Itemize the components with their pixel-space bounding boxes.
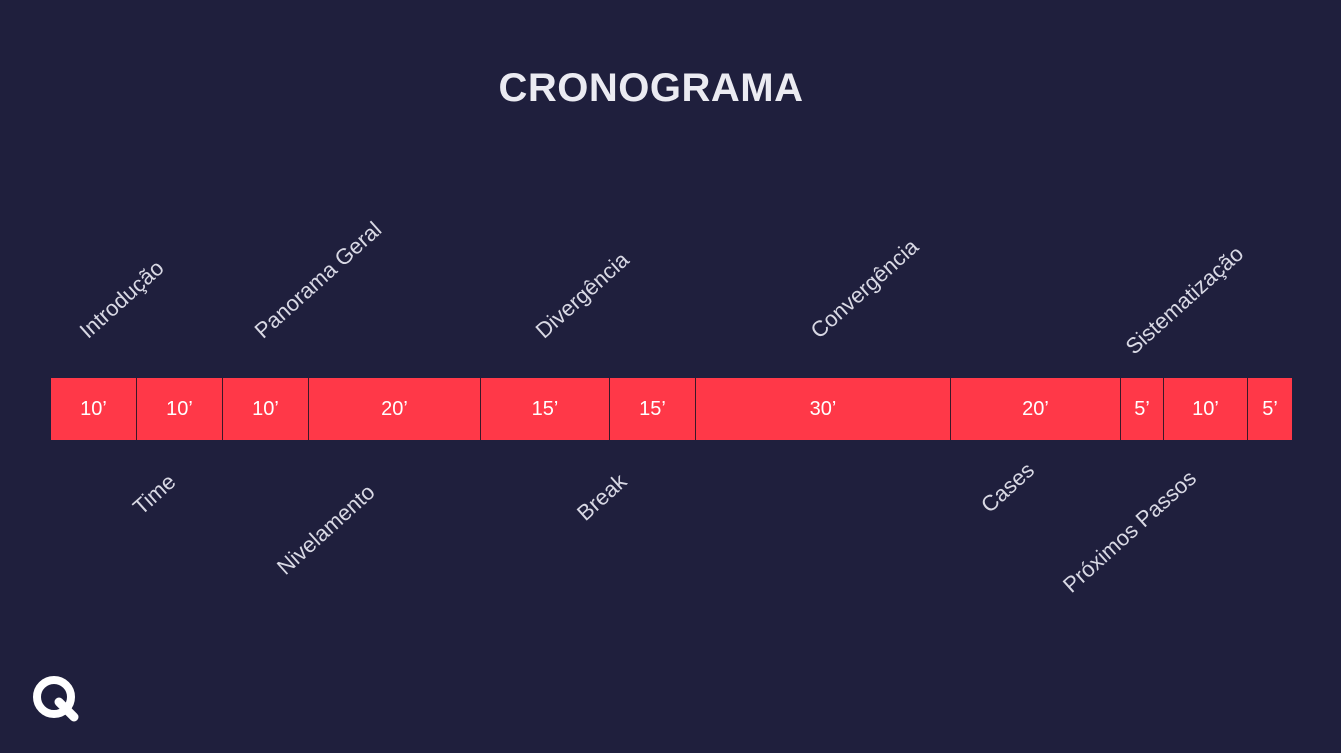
timeline-segment: 10’ [1164, 378, 1248, 440]
activity-label-proximos-passos: Próximos Passos [1058, 465, 1202, 598]
timeline-segment: 15’ [610, 378, 696, 440]
activity-label-introducao: Introdução [74, 255, 169, 344]
activity-label-cases: Cases [976, 457, 1040, 518]
timeline-segment: 20’ [951, 378, 1121, 440]
activity-label-panorama-geral: Panorama Geral [249, 216, 387, 344]
activity-label-sistematizacao: Sistematização [1120, 240, 1249, 360]
activity-label-time: Time [128, 468, 181, 520]
activity-label-divergencia: Divergência [530, 246, 634, 344]
timeline-segment: 20’ [309, 378, 481, 440]
q-logo-icon [30, 673, 82, 725]
timeline-segment: 5’ [1121, 378, 1164, 440]
activity-label-convergencia: Convergência [805, 233, 924, 344]
timeline-segment: 10’ [137, 378, 223, 440]
timeline-segment: 15’ [481, 378, 610, 440]
timeline-segment: 10’ [51, 378, 137, 440]
activity-label-break: Break [572, 468, 632, 526]
timeline-segment: 30’ [696, 378, 951, 440]
activity-label-nivelamento: Nivelamento [272, 479, 380, 580]
timeline-bar: 10’ 10’ 10’ 20’ 15’ 15’ 30’ 20’ 5’ 10’ 5… [51, 378, 1292, 440]
page-title: CRONOGRAMA [498, 66, 804, 110]
timeline-segment: 5’ [1262, 397, 1278, 420]
timeline-segment: 10’ [223, 378, 309, 440]
